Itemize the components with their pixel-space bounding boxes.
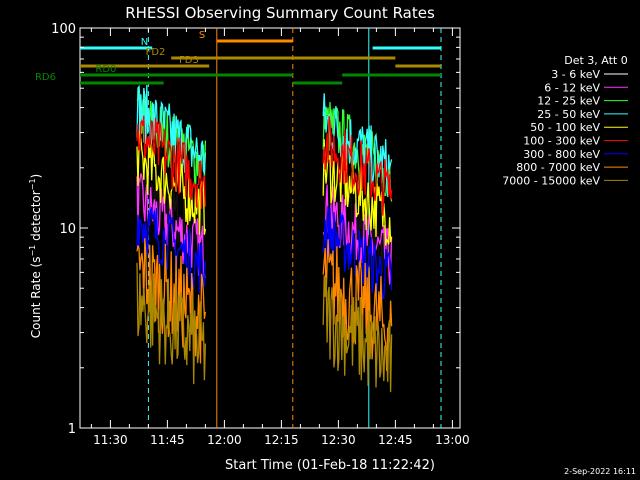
date-stamp: 2-Sep-2022 16:11 [564,467,636,476]
legend-label-2: 12 - 25 keV [537,95,600,108]
data-series [136,84,393,393]
y-axis-label-sup1: −1 [28,245,37,257]
legend-label-5: 100 - 300 keV [523,135,600,148]
series-line-8-seg-0 [136,262,207,385]
legend-label-6: 300 - 800 keV [523,148,600,161]
x-tick-label-0: 11:30 [93,433,128,447]
y-axis-label: Count Rate (s−1 detector−1) [28,174,43,338]
flag-label-s: S [199,30,205,41]
x-tick-label-3: 12:15 [264,433,299,447]
x-axis-label: Start Time (01-Feb-18 11:22:42) [225,458,435,473]
x-tick-label-4: 12:30 [321,433,356,447]
flag-label-rd6: RD6 [35,72,56,83]
y-tick-label-1: 10 [59,222,76,237]
series-line-4-seg-0 [136,130,207,235]
series-line-5-seg-1 [322,116,393,216]
legend-label-0: 3 - 6 keV [551,68,600,81]
legend-label-8: 7000 - 15000 keV [502,174,600,187]
series-line-5-seg-0 [136,115,207,209]
series-line-3-seg-0 [136,84,207,174]
series-line-4-seg-1 [322,139,393,246]
series-line-7-seg-1 [322,239,393,372]
y-axis-label-mid: detector [29,190,43,245]
flag-label-n: N [141,37,148,48]
series-line-1-seg-1 [322,184,393,285]
y-tick-label-0: 1 [68,422,76,437]
y-axis-label-end: ) [29,174,43,179]
y-axis-label-sup2: −1 [28,178,37,190]
x-tick-label-2: 12:00 [207,433,242,447]
chart-title: RHESSI Observing Summary Count Rates [125,4,435,22]
orbit-vertical-lines [147,28,442,428]
legend-label-3: 25 - 50 keV [537,108,600,121]
flag-bars: N S FD2 FD3 RD0 RD6 [35,30,441,85]
legend-label-7: 800 - 7000 keV [516,161,600,174]
flag-label-fd2: FD2 [146,47,166,58]
flag-label-rd0: RD0 [95,64,116,75]
x-tick-label-1: 11:45 [150,433,185,447]
series-line-3-seg-1 [322,93,393,197]
flag-label-fd3: FD3 [179,55,199,66]
axis-ticks: 11:30 11:45 12:00 12:15 12:30 12:45 13:00 1 10 10… [51,22,470,447]
series-line-6-seg-0 [136,206,207,294]
legend-label-1: 6 - 12 keV [544,81,600,94]
series-line-8-seg-1 [322,275,393,393]
x-tick-label-5: 12:45 [378,433,413,447]
y-axis-label-main: Count Rate (s [29,257,43,339]
legend-label-4: 50 - 100 keV [530,121,600,134]
x-tick-label-6: 13:00 [435,433,470,447]
y-tick-label-2: 100 [51,22,76,37]
legend-header: Det 3, Att 0 [564,54,628,67]
